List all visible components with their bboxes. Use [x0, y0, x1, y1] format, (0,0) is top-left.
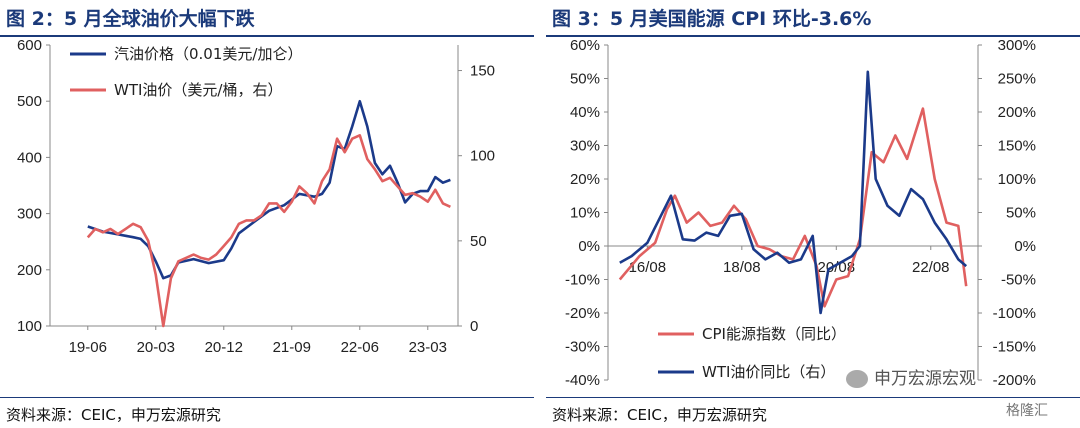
y-left-tick-label: -40%: [565, 372, 600, 389]
series-line-1: [618, 107, 968, 308]
left-panel: 图 2：5 月全球油价大幅下跌 100 200 300 400 500 600 0 50 100…: [0, 0, 534, 428]
y-left-tick-label: 30%: [570, 138, 600, 155]
x-tick-label: 19-06: [69, 339, 107, 356]
y-left-tick-label: -20%: [565, 305, 600, 322]
y-left-tick-label: 50%: [570, 71, 600, 88]
y-left-tick-label: 600: [17, 37, 42, 54]
y-left-tick-label: 400: [17, 149, 42, 166]
watermark-site-text: 格隆汇: [1006, 403, 1048, 419]
y-right-tick-label: 100%: [998, 171, 1036, 188]
x-tick-label: 22-06: [341, 339, 379, 356]
x-tick-label: 16/08: [629, 259, 667, 276]
y-left-tick-label: 500: [17, 93, 42, 110]
y-right-tick-label: 0: [470, 318, 478, 335]
x-tick-label: 21-09: [273, 339, 311, 356]
y-right-tick-label: -200%: [993, 372, 1036, 389]
y-right-tick-label: 200%: [998, 104, 1036, 121]
legend-label-1: CPI能源指数（同比）: [702, 325, 846, 343]
left-title-rule: [0, 35, 534, 37]
y-left-tick-label: 40%: [570, 104, 600, 121]
x-tick-label: 20-03: [137, 339, 175, 356]
y-right-tick-label: 300%: [998, 37, 1036, 54]
y-right-tick-label: 250%: [998, 71, 1036, 88]
legend-label-2: WTI油价（美元/桶，右）: [114, 81, 282, 99]
y-right-tick-label: -150%: [993, 339, 1036, 356]
left-source-rule: [0, 397, 534, 398]
y-left-tick-label: -30%: [565, 339, 600, 356]
y-right-tick-label: -100%: [993, 305, 1036, 322]
watermark-brand: 申万宏源宏观: [846, 364, 976, 389]
x-tick-label: 18/08: [723, 259, 761, 276]
right-title-rule: [546, 35, 1080, 37]
right-panel: 图 3：5 月美国能源 CPI 环比-3.6% -40% -30% -20% -10%…: [546, 0, 1080, 428]
y-left-tick-label: 10%: [570, 205, 600, 222]
x-tick-label: 22/08: [912, 259, 950, 276]
y-right-tick-label: -50%: [1001, 272, 1036, 289]
series-line-2: [86, 134, 451, 328]
y-left-tick-label: 60%: [570, 37, 600, 54]
y-right-tick-label: 0%: [1014, 238, 1036, 255]
y-right-tick-label: 100: [470, 148, 495, 165]
wechat-icon: [846, 370, 868, 388]
y-left-tick-label: 300: [17, 206, 42, 223]
series-line-1: [87, 99, 451, 280]
y-right-tick-label: 150%: [998, 138, 1036, 155]
right-chart: -40% -30% -20% -10% 0% 10% 20% 30% 40% 50% 60% -200…: [565, 37, 1036, 389]
left-chart: 100 200 300 400 500 600 0 50 100 150 19-06 20-03 20-…: [17, 37, 495, 356]
y-right-tick-label: 50: [470, 233, 487, 250]
y-left-tick-label: -10%: [565, 272, 600, 289]
x-tick-label: 23-03: [409, 339, 447, 356]
y-left-tick-label: 0%: [578, 238, 600, 255]
series-line-2: [619, 70, 968, 315]
y-left-tick-label: 100: [17, 318, 42, 335]
y-left-tick-label: 200: [17, 262, 42, 279]
left-source: 资料来源：CEIC，申万宏源研究: [6, 406, 221, 424]
y-right-tick-label: 50%: [1006, 205, 1036, 222]
legend-label-1: 汽油价格（0.01美元/加仑）: [114, 45, 302, 63]
right-source: 资料来源：CEIC，申万宏源研究: [552, 406, 767, 424]
y-right-tick-label: 150: [470, 63, 495, 80]
y-left-tick-label: 20%: [570, 171, 600, 188]
legend-label-2: WTI油价同比（右）: [702, 363, 835, 381]
watermark-brand-text: 申万宏源宏观: [874, 369, 976, 389]
right-title: 图 3：5 月美国能源 CPI 环比-3.6%: [552, 8, 872, 30]
x-tick-label: 20-12: [205, 339, 243, 356]
watermark-site: 格隆汇: [1006, 400, 1048, 420]
left-title: 图 2：5 月全球油价大幅下跌: [6, 8, 255, 30]
right-source-rule: [546, 397, 1080, 398]
